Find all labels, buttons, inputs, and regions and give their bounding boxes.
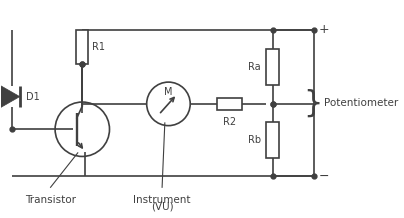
Bar	[217, 97, 242, 110]
Bar	[266, 122, 279, 158]
Bar	[76, 29, 88, 64]
Text: +: +	[319, 23, 330, 36]
Text: Transistor: Transistor	[25, 194, 76, 204]
Text: Potentiometer: Potentiometer	[324, 98, 398, 108]
Text: −: −	[319, 170, 330, 183]
Text: }: }	[303, 89, 323, 118]
Text: D1: D1	[26, 92, 40, 102]
Text: Ra: Ra	[248, 62, 261, 72]
Text: (VU): (VU)	[151, 202, 173, 212]
Bar	[266, 49, 279, 85]
Text: Rb: Rb	[248, 135, 261, 145]
Text: Instrument: Instrument	[133, 194, 191, 204]
Polygon shape	[1, 86, 20, 107]
Text: R2: R2	[223, 117, 236, 127]
Text: M: M	[164, 87, 173, 97]
Text: R1: R1	[92, 42, 105, 52]
